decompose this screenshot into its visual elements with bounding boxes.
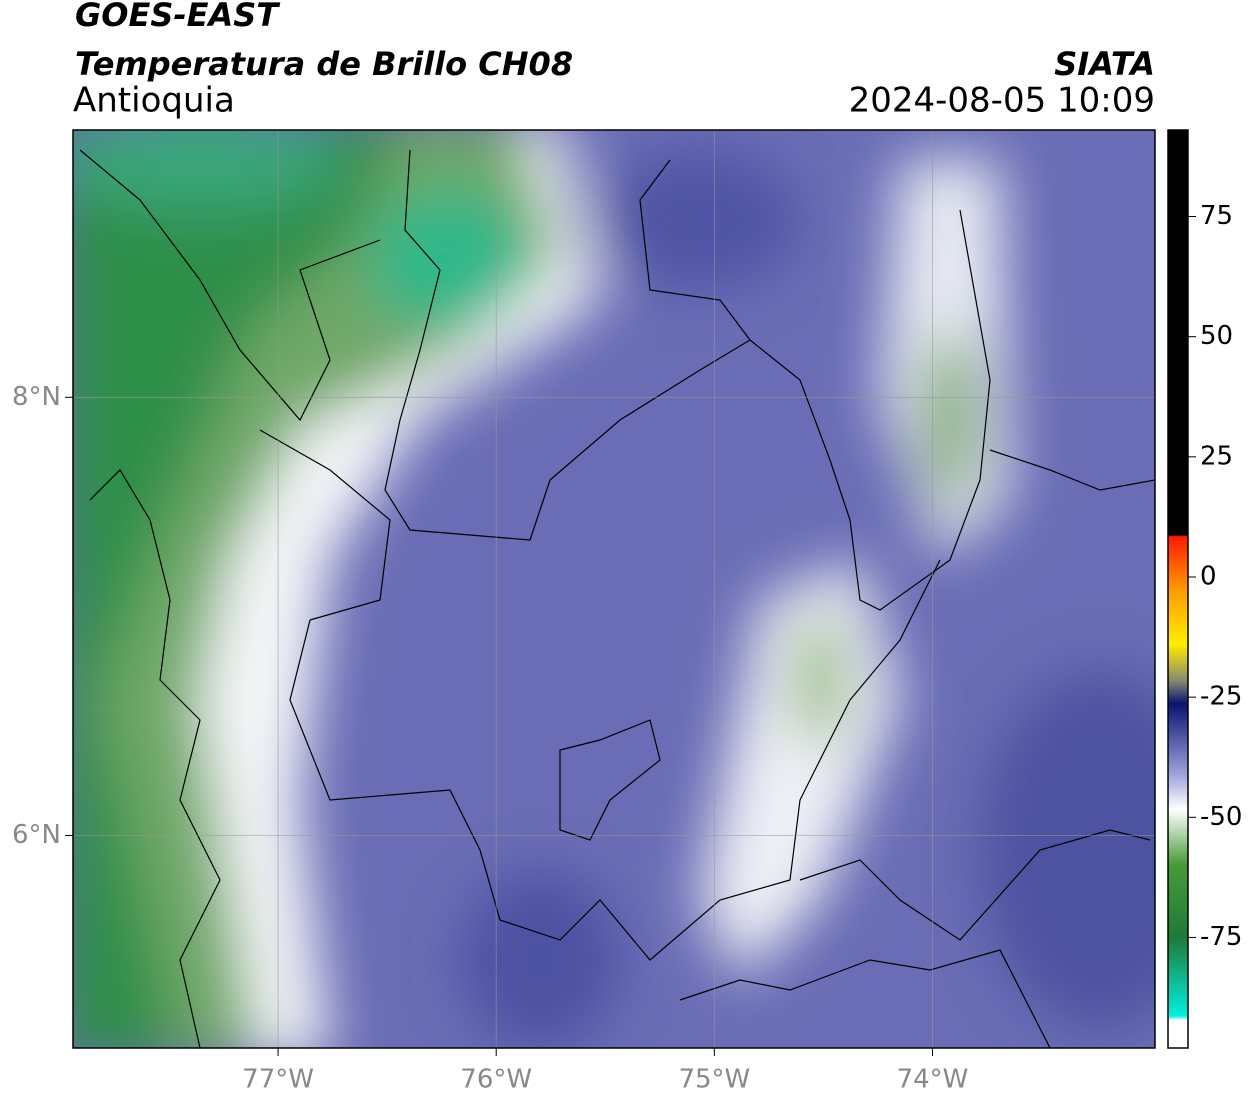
- x-tick-label: 76°W: [460, 1065, 532, 1095]
- source: SIATA: [1054, 45, 1155, 83]
- colorbar-tick-label: -50: [1200, 802, 1242, 832]
- subtitle: Temperatura de Brillo CH08: [75, 45, 573, 83]
- colorbar-tick-label: -25: [1200, 682, 1242, 712]
- satellite-image: [73, 130, 1155, 1048]
- colorbar-tick-label: 75: [1200, 201, 1233, 231]
- colorbar-tick-label: 0: [1200, 561, 1217, 591]
- colorbar-tick-label: 25: [1200, 441, 1233, 471]
- x-tick-label: 75°W: [678, 1065, 750, 1095]
- map-frame: [72, 129, 1156, 1049]
- x-tick-label: 74°W: [897, 1065, 969, 1095]
- colorbar-tick-label: 50: [1200, 321, 1233, 351]
- colorbar-tick-label: -75: [1200, 922, 1242, 952]
- y-tick-label: 6°N: [12, 820, 61, 850]
- colorbar: [1167, 129, 1189, 1049]
- datetime: 2024-08-05 10:09: [849, 81, 1155, 121]
- y-tick-label: 8°N: [12, 382, 61, 412]
- title: GOES-EAST: [75, 0, 280, 34]
- region: Antioquia: [73, 81, 235, 121]
- x-tick-label: 77°W: [242, 1065, 314, 1095]
